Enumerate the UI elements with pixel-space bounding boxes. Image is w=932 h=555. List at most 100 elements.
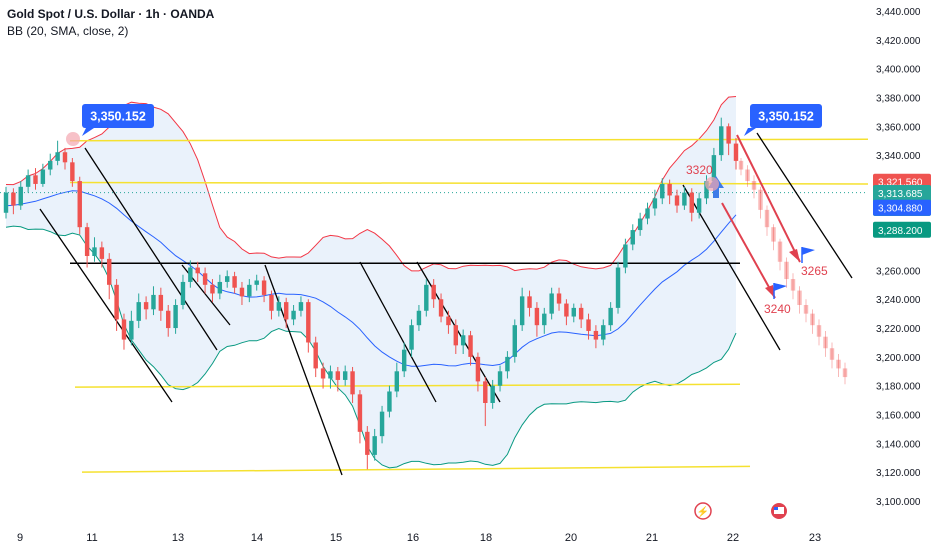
y-tick-label: 3,400.000	[876, 65, 921, 76]
candle-body	[143, 302, 149, 310]
bb-lower-line	[5, 225, 737, 469]
candle-body	[534, 307, 540, 326]
candle-body	[424, 284, 429, 311]
candle-body	[225, 276, 230, 282]
callout-high-right: 3,350.152	[744, 104, 822, 136]
candle-body	[468, 335, 473, 357]
candle-body	[446, 316, 451, 326]
candle-body	[136, 302, 141, 321]
candle-body	[40, 169, 46, 184]
candle-body	[55, 152, 60, 161]
candle-body	[519, 296, 525, 326]
candle-body	[401, 349, 407, 372]
candle-body	[365, 431, 370, 455]
candle-body	[261, 280, 267, 295]
symbol-title: Gold Spot / U.S. Dollar · 1h · OANDA	[7, 7, 215, 21]
candle-body	[438, 299, 444, 317]
event-icon-flash	[694, 502, 712, 520]
bb-upper-line	[5, 96, 737, 272]
candle-body	[188, 267, 193, 282]
callout-box	[750, 104, 822, 128]
annotation-3240: 3240	[764, 302, 791, 316]
candle-body	[571, 307, 576, 317]
forecast-candle-body	[790, 279, 796, 291]
forecast-candle-body	[823, 336, 828, 349]
candle-body	[578, 307, 584, 320]
y-tick-label: 3,140.000	[876, 439, 921, 450]
candle-body	[342, 371, 348, 380]
flag-icon	[774, 283, 787, 291]
y-tick-label: 3,440.000	[876, 7, 921, 18]
forecast-candle-body	[745, 169, 750, 182]
candle-body	[291, 310, 296, 320]
candle-body	[25, 175, 31, 187]
candle-body	[313, 342, 318, 369]
level-line-3320	[69, 181, 869, 185]
candle-body	[564, 303, 569, 317]
candle-body	[92, 247, 97, 256]
forecast-candle-body	[777, 241, 783, 262]
callout-high-left: 3,350.152	[82, 104, 154, 136]
candle-body	[726, 126, 731, 144]
forecast-candle-body	[738, 160, 744, 170]
candle-body	[379, 411, 385, 437]
candle-body	[11, 192, 16, 206]
candle-body	[409, 325, 414, 350]
candle-body	[615, 267, 621, 308]
arrow-head	[765, 285, 775, 298]
bb-basis-line	[5, 190, 737, 367]
y-tick-label: 3,260.000	[876, 266, 921, 277]
y-tick-label: 3,380.000	[876, 93, 921, 104]
candle-body	[77, 181, 82, 228]
x-tick-label: 22	[727, 532, 739, 544]
candle-body	[166, 310, 171, 329]
y-tick-label: 3,160.000	[876, 411, 921, 422]
callout-tail	[82, 128, 94, 136]
flag-glyph-canton	[774, 507, 778, 510]
flag-glyph	[774, 507, 784, 514]
candle-body	[608, 307, 613, 326]
price-tag-last: 3,313.685	[878, 189, 923, 200]
candle-body	[505, 356, 510, 372]
candle-body	[254, 280, 259, 285]
candle-body	[696, 198, 702, 213]
callout-box	[82, 104, 154, 128]
candle-body	[180, 281, 186, 305]
level-line-low	[74, 383, 741, 388]
x-tick-label: 23	[809, 532, 821, 544]
candle-body	[158, 294, 164, 311]
y-tick-label: 3,340.000	[876, 151, 921, 162]
y-tick-label: 3,420.000	[876, 36, 921, 47]
candle-body	[151, 294, 156, 310]
candle-body	[99, 247, 105, 259]
candle-body	[210, 284, 215, 294]
candle-body	[84, 227, 90, 256]
x-tick-label: 9	[17, 532, 23, 544]
candle-body	[306, 302, 311, 343]
candle-body	[328, 371, 333, 379]
candle-body	[453, 325, 459, 346]
callout-label: 3,350.152	[90, 110, 146, 124]
candle-body	[460, 335, 466, 346]
forecast-arrow-3240	[721, 202, 776, 299]
callout-tail	[744, 128, 756, 136]
channel-line	[264, 264, 343, 476]
candle-body	[62, 152, 68, 163]
price-tag-bb-mid: 3,304.880	[878, 204, 923, 215]
candle-body	[129, 320, 134, 340]
y-tick-label: 3,200.000	[876, 353, 921, 364]
candle-body	[475, 356, 481, 382]
y-tick-label: 3,180.000	[876, 382, 921, 393]
candle-body	[556, 293, 562, 304]
candle-body	[674, 195, 680, 206]
candle-body	[232, 276, 237, 288]
candle-body	[195, 267, 200, 274]
channel-line	[359, 261, 437, 403]
level-line-top	[69, 138, 869, 142]
annotation-3265: 3265	[801, 264, 828, 278]
candle-body	[637, 218, 643, 231]
y-tick-label: 3,240.000	[876, 295, 921, 306]
candle-body	[335, 371, 341, 380]
